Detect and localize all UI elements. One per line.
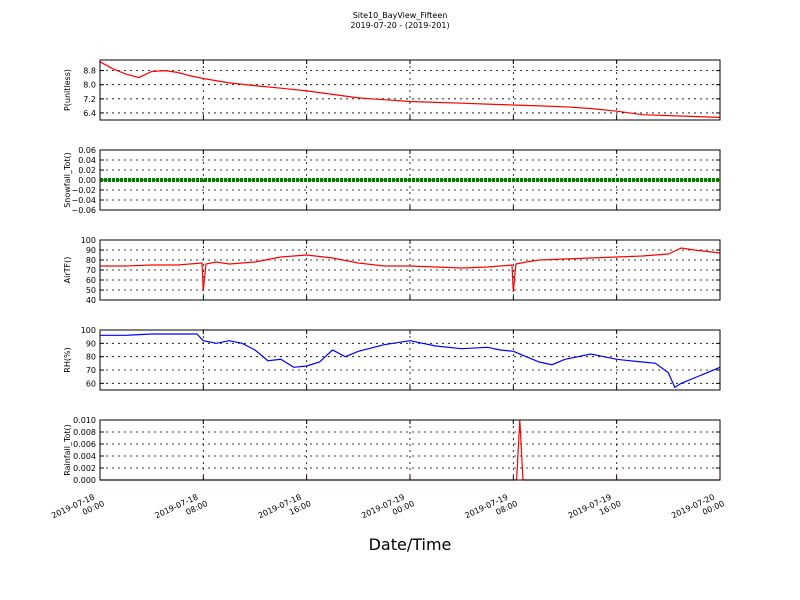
x-tick-label: 2019-07-1916:00 — [567, 490, 623, 529]
y-tick-label: 0.06 — [78, 146, 96, 155]
plot-frame — [99, 329, 721, 391]
y-tick-label: 60 — [86, 276, 96, 285]
chart-subtitle: 2019-07-20 - (2019-201) — [350, 21, 449, 30]
plot-frame — [99, 419, 721, 481]
x-axis-ticks: 2019-07-1800:00 2019-07-1808:00 2019-07-18… — [50, 490, 726, 529]
panel-4: 60 70 80 90 100 RH(%) — [63, 326, 721, 391]
y-tick-label: 0.004 — [73, 452, 96, 461]
x-tick-label: 2019-07-1800:00 — [50, 490, 106, 529]
y-tick-label: 0.04 — [78, 156, 96, 165]
y-tick-label: −0.02 — [71, 186, 96, 195]
y-tick-label: 0.00 — [78, 176, 96, 185]
x-tick-label: 2019-07-1908:00 — [464, 490, 520, 529]
y-tick-label: 0.006 — [73, 440, 96, 449]
y-tick-label: 80 — [86, 256, 96, 265]
x-tick-label: 2019-07-2000:00 — [670, 490, 726, 529]
y-tick-label: 90 — [86, 339, 96, 348]
y-axis-label: RH(%) — [63, 347, 72, 372]
y-tick-label: 100 — [81, 236, 96, 245]
panel-5: 0.000 0.002 0.004 0.006 0.008 0.010Rainfall_T… — [63, 416, 721, 485]
y-tick-label: 0.002 — [73, 464, 96, 473]
plot-frame — [99, 59, 721, 121]
y-axis-label: Snowfall_Tot() — [63, 152, 72, 208]
y-axis-label: Rainfall_Tot() — [63, 424, 72, 476]
y-tick-label: 0.010 — [73, 416, 96, 425]
x-axis-label: Date/Time — [369, 535, 452, 554]
y-tick-label: 70 — [86, 266, 96, 275]
y-tick-label: 0.000 — [73, 476, 96, 485]
series-line — [100, 247, 721, 293]
y-tick-label: 70 — [86, 366, 96, 375]
y-tick-label: 50 — [86, 286, 96, 295]
series-line — [100, 333, 721, 389]
panels: 6.47.28.08.8P(unitless)−0.06−0.04−0.020.… — [63, 59, 721, 485]
x-tick-label: 2019-07-1816:00 — [257, 490, 313, 529]
y-tick-label: 60 — [86, 379, 96, 388]
y-tick-label: 8.0 — [83, 81, 96, 90]
y-tick-label: −0.04 — [71, 196, 96, 205]
y-tick-label: 0.008 — [73, 428, 96, 437]
y-tick-label: 0.02 — [78, 166, 96, 175]
y-axis-label: AirTF() — [63, 257, 72, 284]
plot-frame — [99, 239, 721, 301]
plot-frame — [99, 149, 721, 211]
y-tick-label: 90 — [86, 246, 96, 255]
panel-2: −0.06−0.04−0.020.000.020.040.06 Snowfall_… — [63, 146, 721, 215]
y-tick-label: 100 — [81, 326, 96, 335]
y-tick-label: 80 — [86, 353, 96, 362]
y-tick-label: 6.4 — [83, 109, 96, 118]
chart-title: Site10_BayView_Fifteen — [353, 11, 448, 20]
y-tick-label: 7.2 — [83, 95, 96, 104]
panel-1: 6.4 7.2 8.0 8.8 P(unitless) — [63, 59, 721, 121]
y-tick-label: −0.06 — [71, 206, 96, 215]
x-tick-label: 2019-07-1900:00 — [360, 490, 416, 529]
y-tick-label: 40 — [86, 296, 96, 305]
series-line — [99, 61, 721, 118]
y-tick-label: 8.8 — [83, 67, 96, 76]
x-tick-label: 2019-07-1808:00 — [154, 490, 210, 529]
y-axis-label: P(unitless) — [63, 69, 72, 111]
